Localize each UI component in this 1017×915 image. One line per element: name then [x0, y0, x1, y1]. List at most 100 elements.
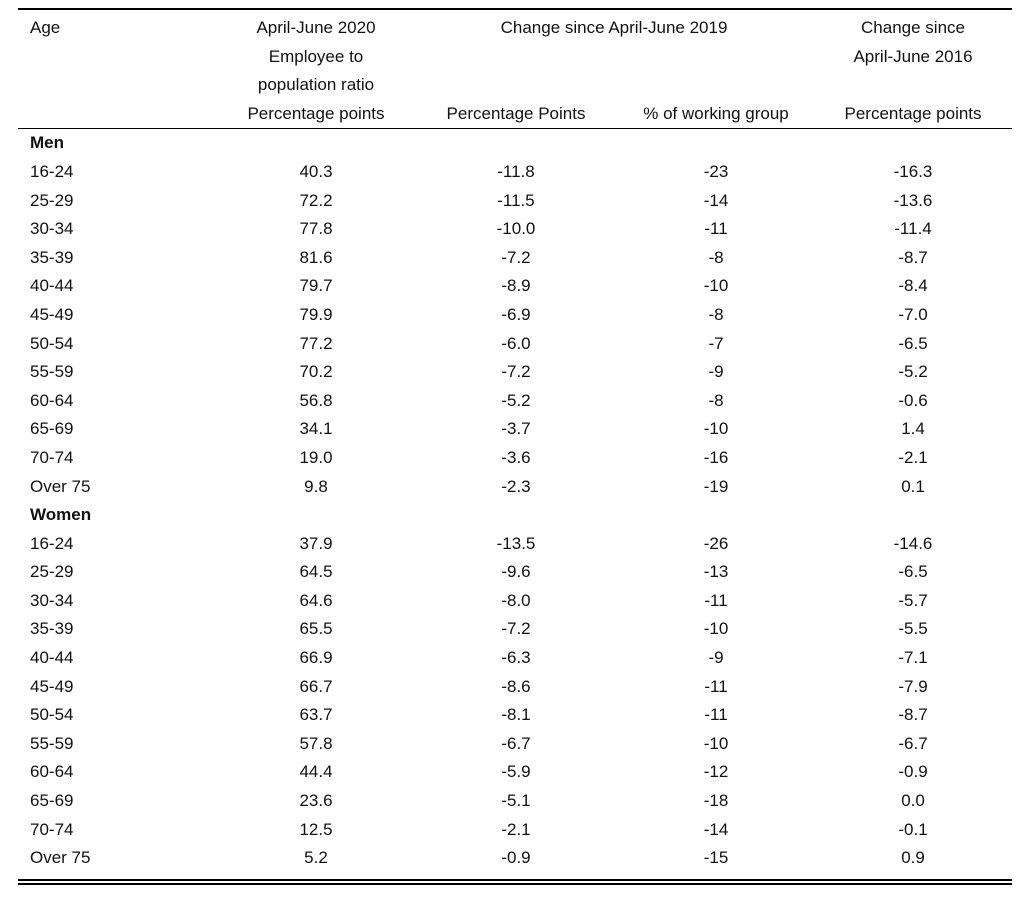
value-cell: -16 — [703, 447, 729, 467]
data-row: 70-74 12.5 -2.1 -14 -0.1 — [18, 816, 1012, 845]
unit-label: % of working group — [618, 99, 815, 130]
value-cell: -5.9 — [501, 762, 531, 782]
value-cell: -11 — [704, 590, 728, 610]
value-cell: -6.3 — [501, 648, 531, 668]
value-cell: -8.9 — [501, 276, 531, 296]
value-cell: -2.1 — [898, 447, 928, 467]
value-cell: 81.6 — [299, 247, 333, 267]
value-cell: 77.2 — [299, 333, 333, 353]
age-cell: 70-74 — [30, 447, 74, 467]
value-cell: -3.6 — [501, 447, 531, 467]
data-row: Over 75 9.8 -2.3 -19 0.1 — [18, 473, 1012, 502]
empty-cell — [618, 501, 814, 530]
value-cell: -13.5 — [496, 533, 536, 553]
value-cell: -10 — [703, 619, 729, 639]
table-body: Age April-June 2020 Employee to population… — [18, 9, 1013, 882]
header-line: population ratio — [257, 75, 375, 95]
age-cell: 16-24 — [30, 533, 74, 553]
value-cell: -26 — [703, 533, 729, 553]
value-cell: 12.5 — [299, 819, 333, 839]
value-cell: -18 — [703, 791, 729, 811]
value-cell: 56.8 — [299, 390, 333, 410]
age-cell: 55-59 — [30, 733, 74, 753]
value-cell: -8.7 — [898, 705, 928, 725]
data-row: 65-69 23.6 -5.1 -18 0.0 — [18, 787, 1012, 816]
age-cell: 60-64 — [30, 762, 74, 782]
value-cell: -10 — [703, 733, 729, 753]
age-cell: 40-44 — [30, 648, 74, 668]
value-cell: -23 — [703, 161, 729, 181]
value-cell: -5.1 — [501, 791, 531, 811]
data-row: 55-59 70.2 -7.2 -9 -5.2 — [18, 358, 1012, 387]
value-cell: -7.0 — [898, 304, 928, 324]
age-cell: Over 75 — [30, 476, 91, 496]
data-row: Over 75 5.2 -0.9 -15 0.9 — [18, 844, 1012, 882]
header-line: Employee to — [268, 46, 364, 66]
value-cell: 23.6 — [299, 791, 333, 811]
age-cell: 45-49 — [30, 676, 74, 696]
value-cell: 65.5 — [299, 619, 333, 639]
value-cell: 72.2 — [299, 190, 333, 210]
age-cell: 35-39 — [30, 619, 74, 639]
value-cell: -9 — [708, 362, 724, 382]
age-cell: 45-49 — [30, 304, 74, 324]
age-cell: 60-64 — [30, 390, 74, 410]
header-change-2016: Change since April-June 2016 — [814, 9, 1012, 100]
value-cell: -6.5 — [898, 333, 928, 353]
value-cell: -13.6 — [893, 190, 933, 210]
unit-label: Percentage Points — [414, 99, 618, 130]
age-cell: 65-69 — [30, 419, 74, 439]
age-cell: 65-69 — [30, 791, 74, 811]
age-cell: 16-24 — [30, 161, 74, 181]
value-cell: -8 — [708, 304, 724, 324]
data-row: 50-54 77.2 -6.0 -7 -6.5 — [18, 330, 1012, 359]
empty-cell — [814, 129, 1012, 158]
value-cell: -8.6 — [501, 676, 531, 696]
header-line: April-June 2016 — [853, 46, 973, 66]
value-cell: 79.9 — [299, 304, 333, 324]
data-row: 35-39 81.6 -7.2 -8 -8.7 — [18, 244, 1012, 273]
data-row: 70-74 19.0 -3.6 -16 -2.1 — [18, 444, 1012, 473]
value-cell: -13 — [703, 562, 729, 582]
data-row: 65-69 34.1 -3.7 -10 1.4 — [18, 415, 1012, 444]
data-row: 45-49 66.7 -8.6 -11 -7.9 — [18, 673, 1012, 702]
value-cell: -8.4 — [898, 276, 928, 296]
data-row: 55-59 57.8 -6.7 -10 -6.7 — [18, 730, 1012, 759]
data-row: 30-34 64.6 -8.0 -11 -5.7 — [18, 587, 1012, 616]
data-row: 30-34 77.8 -10.0 -11 -11.4 — [18, 215, 1012, 244]
data-row: 25-29 72.2 -11.5 -14 -13.6 — [18, 187, 1012, 216]
value-cell: -10.0 — [496, 219, 536, 239]
value-cell: -5.5 — [898, 619, 928, 639]
value-cell: 19.0 — [299, 447, 333, 467]
value-cell: -7.2 — [501, 247, 531, 267]
value-cell: -0.1 — [898, 819, 928, 839]
value-cell: 57.8 — [299, 733, 333, 753]
data-row: 45-49 79.9 -6.9 -8 -7.0 — [18, 301, 1012, 330]
data-row: 25-29 64.5 -9.6 -13 -6.5 — [18, 558, 1012, 587]
header-age: Age — [30, 18, 61, 37]
value-cell: -6.0 — [501, 333, 531, 353]
value-cell: -0.9 — [898, 762, 928, 782]
value-cell: 70.2 — [299, 362, 333, 382]
value-cell: 66.7 — [299, 676, 333, 696]
value-cell: 1.4 — [901, 419, 925, 439]
value-cell: -11.5 — [497, 190, 535, 210]
employment-table: Age April-June 2020 Employee to population… — [18, 8, 1013, 885]
header-line: April-June 2020 — [256, 18, 376, 37]
value-cell: -8.0 — [501, 590, 531, 610]
value-cell: 37.9 — [299, 533, 333, 553]
value-cell: -0.9 — [501, 848, 531, 868]
empty-cell — [414, 129, 618, 158]
data-row: 40-44 66.9 -6.3 -9 -7.1 — [18, 644, 1012, 673]
value-cell: -6.7 — [501, 733, 531, 753]
value-cell: -9 — [708, 648, 724, 668]
value-cell: -8.7 — [898, 247, 928, 267]
header-line: Change since — [861, 18, 965, 37]
header-ratio: April-June 2020 Employee to population rat… — [218, 9, 414, 100]
value-cell: -15 — [703, 848, 729, 868]
value-cell: -10 — [703, 276, 729, 296]
age-cell: 25-29 — [30, 190, 74, 210]
value-cell: -14 — [703, 190, 729, 210]
empty-cell — [618, 129, 814, 158]
